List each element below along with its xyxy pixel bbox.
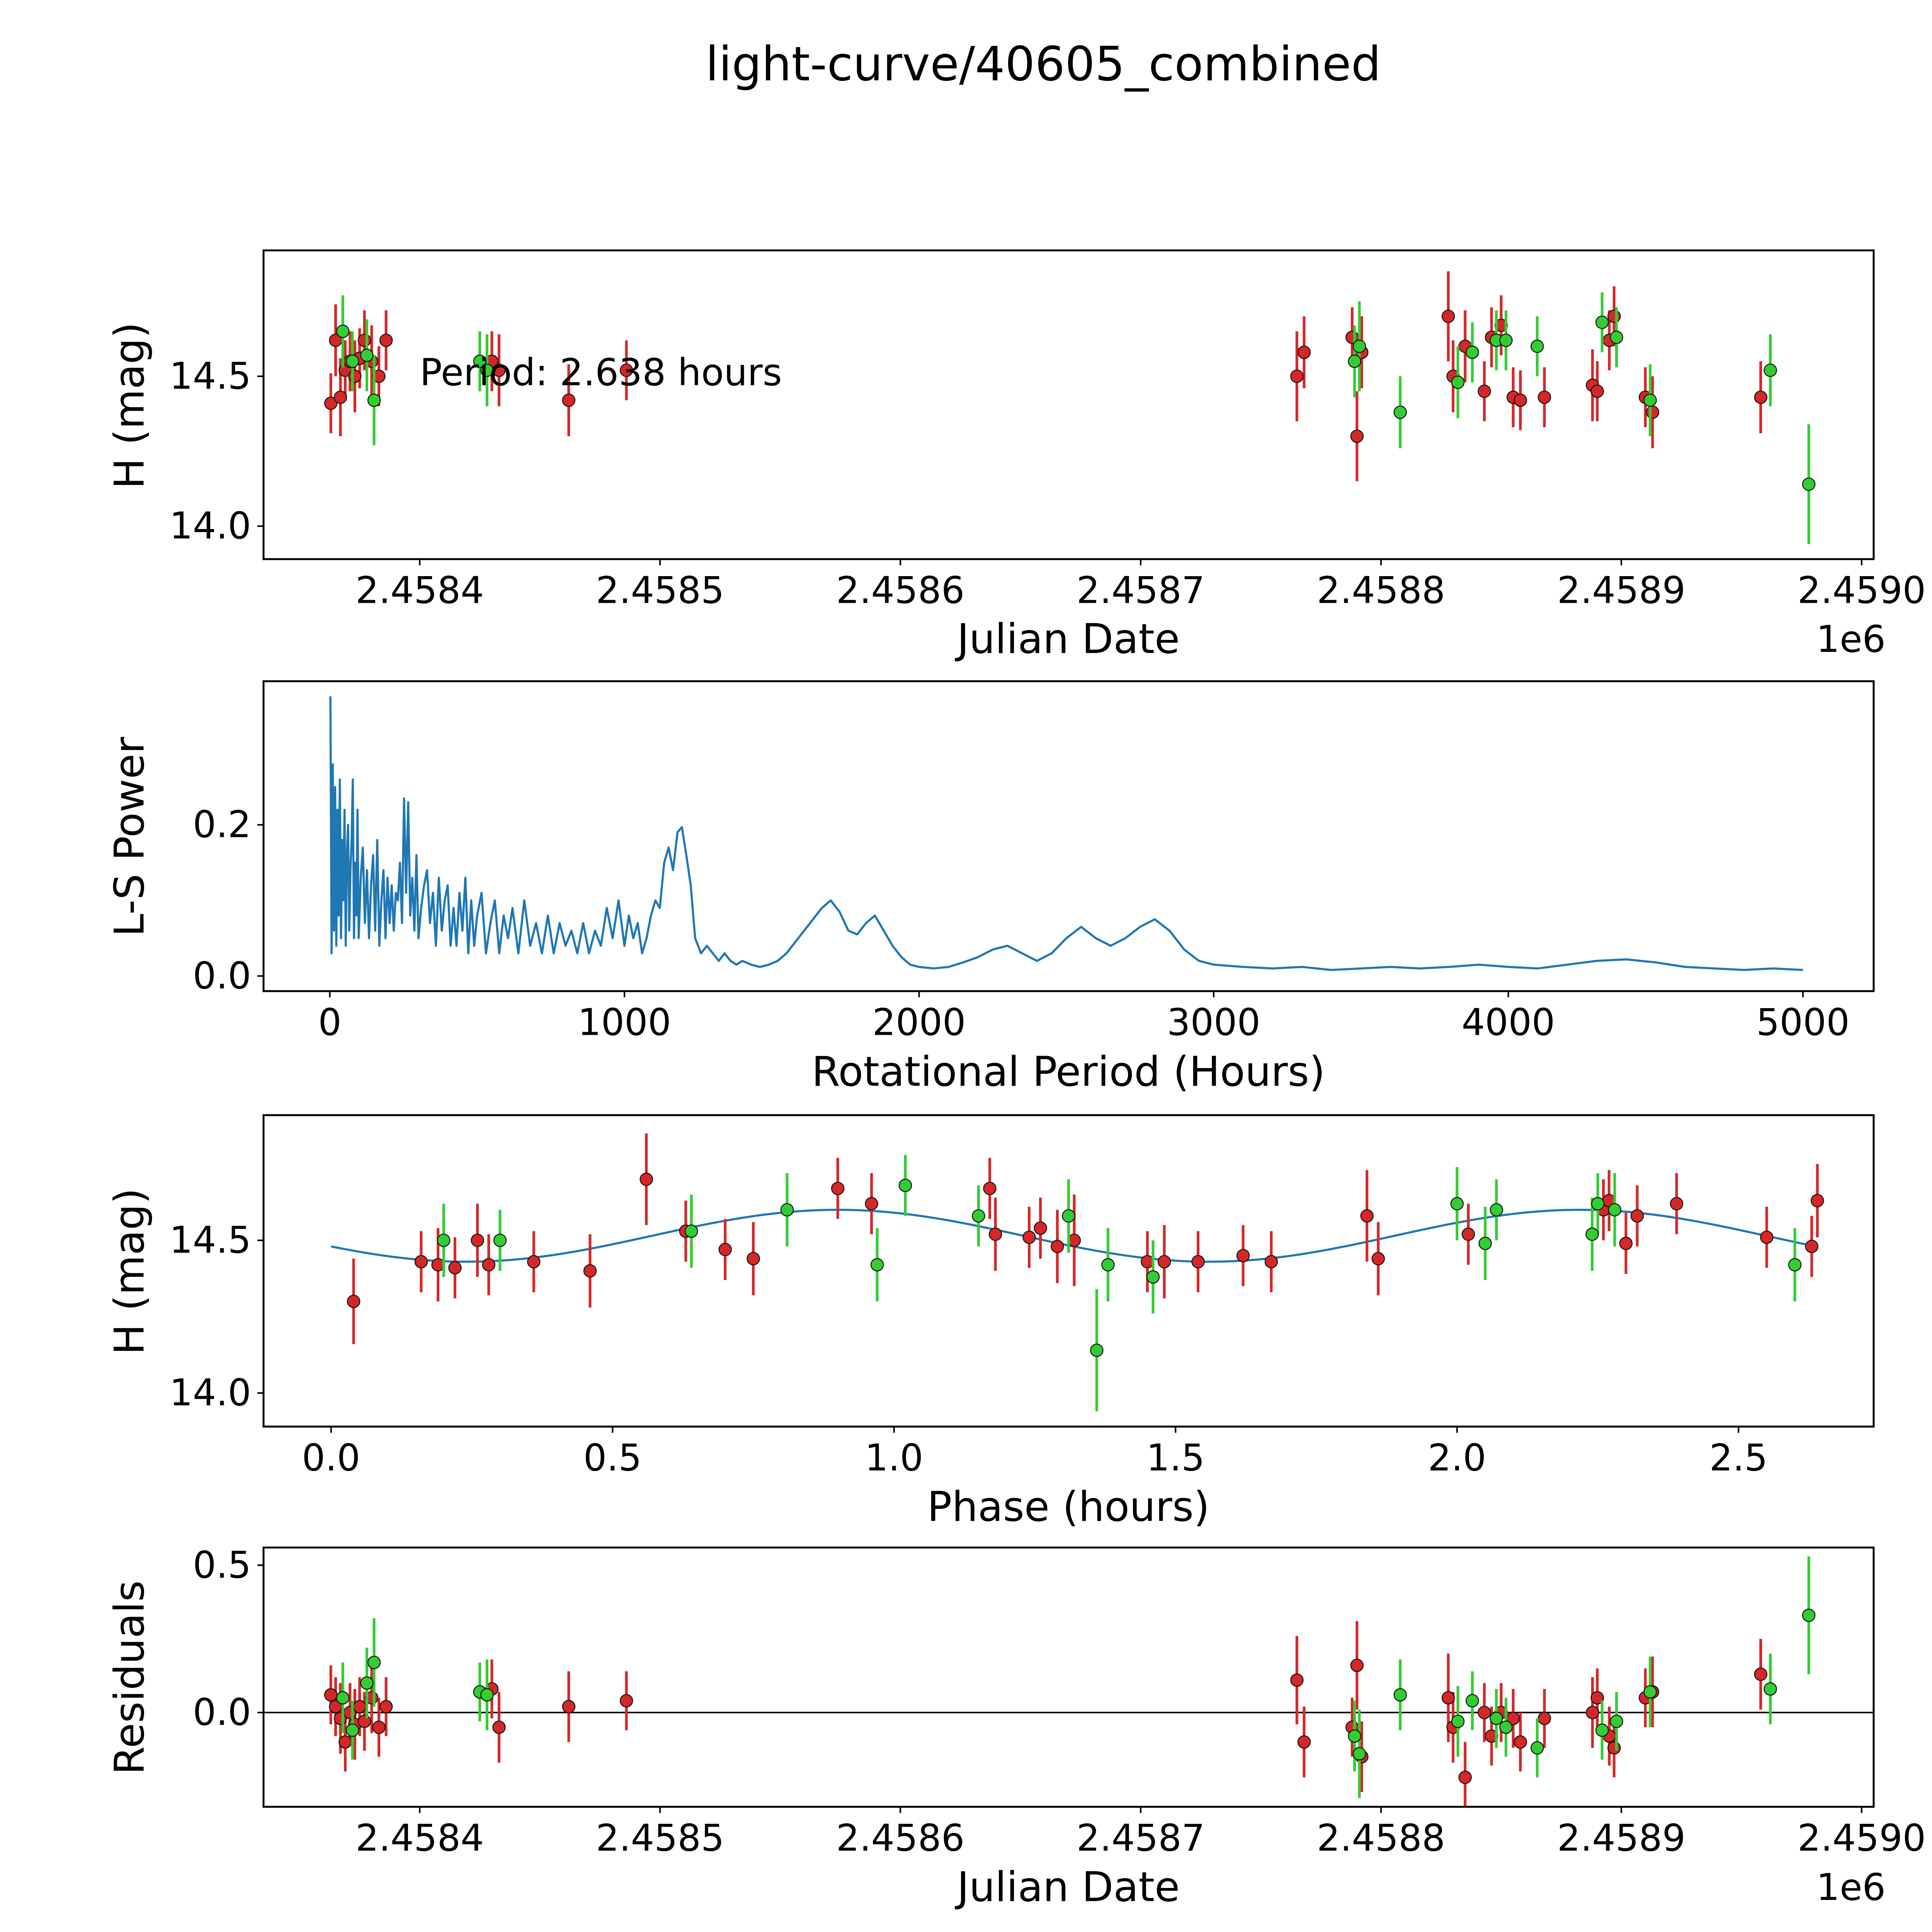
- svg-text:2.0: 2.0: [1428, 1437, 1486, 1480]
- svg-text:2.4586: 2.4586: [836, 1817, 964, 1860]
- svg-text:0.5: 0.5: [583, 1437, 642, 1480]
- svg-text:3000: 3000: [1167, 1002, 1260, 1044]
- svg-text:0.0: 0.0: [302, 1437, 360, 1480]
- svg-text:14.0: 14.0: [169, 505, 251, 548]
- residuals-xlabel: Julian Date: [957, 1863, 1180, 1911]
- svg-text:2.4584: 2.4584: [355, 1817, 484, 1860]
- jd-lightcurve-xlabel: Julian Date: [957, 615, 1180, 663]
- svg-text:2.5: 2.5: [1709, 1437, 1768, 1480]
- svg-text:2.4587: 2.4587: [1077, 570, 1205, 612]
- svg-text:0.2: 0.2: [193, 804, 251, 846]
- svg-text:2.4585: 2.4585: [596, 570, 724, 612]
- svg-text:2.4585: 2.4585: [596, 1817, 724, 1860]
- phase-xlabel: Phase (hours): [927, 1483, 1210, 1531]
- svg-text:14.5: 14.5: [169, 1219, 251, 1262]
- svg-text:2.4590: 2.4590: [1798, 1817, 1926, 1860]
- periodogram-xlabel: Rotational Period (Hours): [811, 1048, 1325, 1095]
- svg-text:14.5: 14.5: [169, 355, 251, 398]
- svg-text:Period: 2.638 hours: Period: 2.638 hours: [420, 351, 782, 394]
- svg-text:0.0: 0.0: [193, 955, 251, 997]
- svg-text:1000: 1000: [578, 1002, 671, 1044]
- svg-text:2000: 2000: [872, 1002, 966, 1044]
- jd-axis-offset: 1e6: [1816, 618, 1886, 661]
- svg-text:2.4589: 2.4589: [1557, 1817, 1685, 1860]
- svg-text:2.4588: 2.4588: [1317, 1817, 1445, 1860]
- svg-text:2.4586: 2.4586: [836, 570, 964, 612]
- jd-axis-offset-2: 1e6: [1816, 1866, 1886, 1909]
- jd-lightcurve-ylabel: H (mag): [105, 322, 153, 489]
- svg-text:2.4589: 2.4589: [1557, 570, 1685, 612]
- svg-text:5000: 5000: [1756, 1002, 1850, 1044]
- svg-text:0.0: 0.0: [193, 1691, 251, 1734]
- svg-text:1.0: 1.0: [865, 1437, 923, 1480]
- svg-text:2.4590: 2.4590: [1798, 570, 1926, 612]
- phase-ylabel: H (mag): [105, 1188, 153, 1355]
- svg-text:2.4587: 2.4587: [1077, 1817, 1205, 1860]
- svg-text:0: 0: [318, 1002, 341, 1044]
- periodogram-ylabel: L-S Power: [105, 737, 153, 937]
- svg-text:2.4584: 2.4584: [355, 570, 484, 612]
- svg-text:2.4588: 2.4588: [1317, 570, 1445, 612]
- figure-title: light-curve/40605_combined: [705, 37, 1381, 92]
- residuals-ylabel: Residuals: [105, 1580, 153, 1775]
- svg-text:4000: 4000: [1462, 1002, 1555, 1044]
- svg-text:14.0: 14.0: [169, 1372, 251, 1414]
- svg-text:1.5: 1.5: [1146, 1437, 1205, 1480]
- svg-text:0.5: 0.5: [193, 1544, 251, 1587]
